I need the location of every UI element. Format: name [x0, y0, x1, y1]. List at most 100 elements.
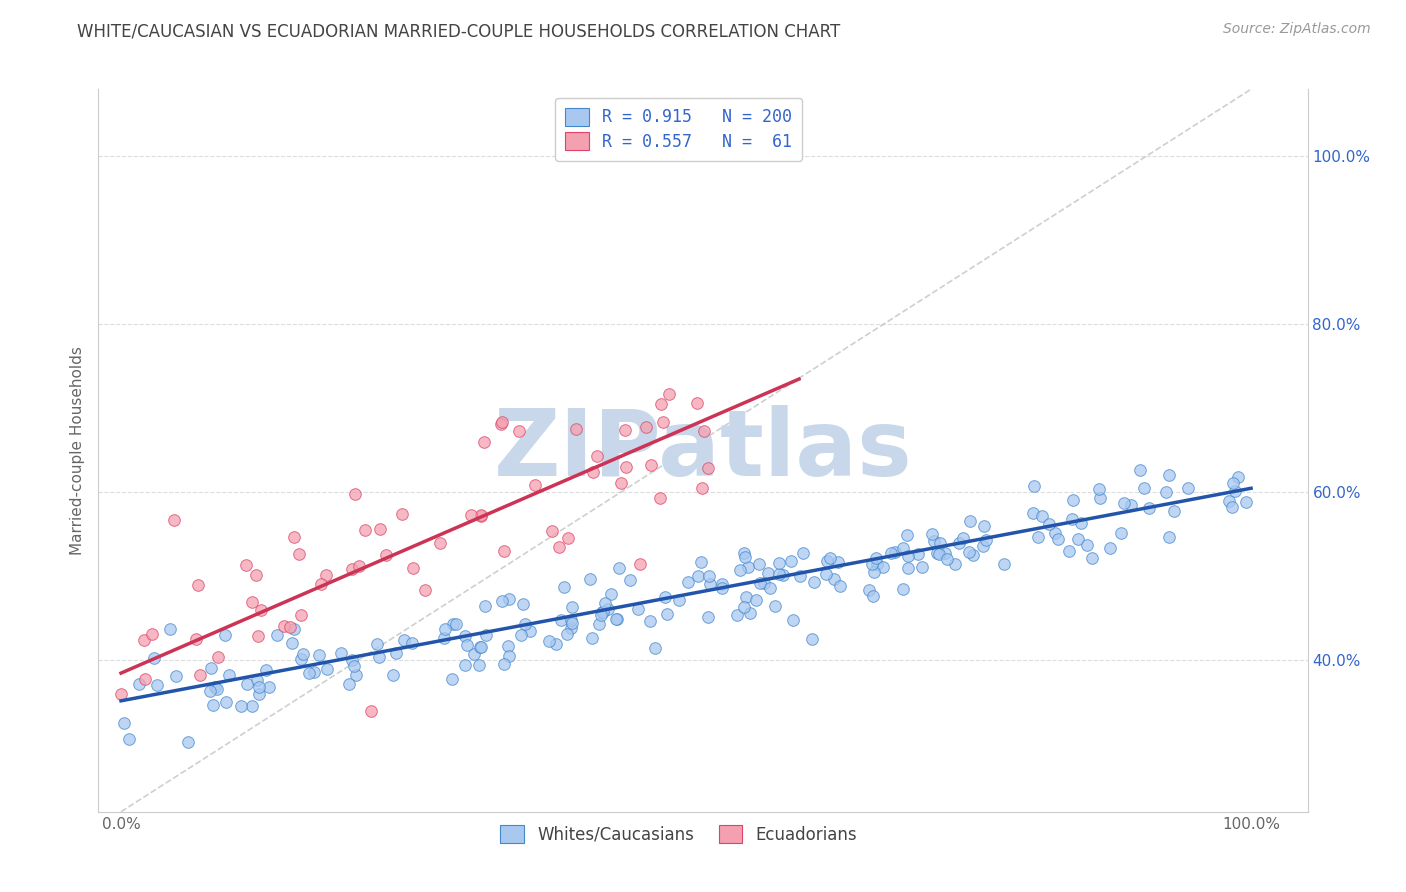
Point — [281, 636, 304, 650]
Point — [266, 628, 288, 642]
Point — [693, 424, 716, 438]
Point — [273, 619, 295, 633]
Point — [354, 523, 377, 537]
Point — [236, 677, 259, 691]
Point — [163, 513, 186, 527]
Point — [737, 560, 759, 574]
Point — [880, 546, 903, 560]
Point — [749, 575, 772, 590]
Point — [823, 572, 845, 586]
Point — [297, 666, 319, 681]
Point — [540, 524, 562, 538]
Point — [1088, 491, 1111, 505]
Point — [494, 543, 516, 558]
Point — [550, 613, 572, 627]
Point — [344, 668, 367, 682]
Point — [288, 547, 311, 561]
Point — [456, 638, 478, 652]
Point — [519, 624, 541, 638]
Point — [815, 566, 838, 581]
Point — [184, 632, 207, 647]
Point — [827, 555, 849, 569]
Point — [928, 535, 950, 549]
Point — [146, 678, 169, 692]
Point — [382, 668, 405, 682]
Point — [619, 574, 641, 588]
Point — [315, 568, 337, 582]
Point — [470, 508, 492, 522]
Point — [202, 698, 225, 713]
Point — [510, 628, 533, 642]
Point — [1111, 526, 1133, 541]
Point — [188, 668, 211, 682]
Point — [591, 605, 613, 619]
Point — [472, 435, 495, 450]
Point — [582, 465, 605, 479]
Point — [215, 695, 238, 709]
Point — [433, 622, 456, 636]
Point — [200, 684, 222, 698]
Point — [283, 530, 305, 544]
Point — [974, 533, 997, 547]
Point — [697, 568, 720, 582]
Point — [650, 397, 672, 411]
Legend: Whites/Caucasians, Ecuadorians: Whites/Caucasians, Ecuadorians — [491, 815, 868, 854]
Point — [143, 651, 166, 665]
Point — [229, 699, 252, 714]
Point — [440, 672, 463, 686]
Point — [636, 420, 658, 434]
Point — [290, 652, 312, 666]
Point — [1022, 506, 1045, 520]
Point — [596, 602, 619, 616]
Point — [728, 563, 751, 577]
Point — [711, 582, 734, 596]
Point — [1129, 463, 1152, 477]
Point — [710, 577, 733, 591]
Point — [972, 539, 994, 553]
Point — [921, 527, 943, 541]
Point — [957, 545, 980, 559]
Point — [654, 590, 676, 604]
Point — [110, 687, 132, 701]
Text: Source: ZipAtlas.com: Source: ZipAtlas.com — [1223, 22, 1371, 37]
Point — [934, 546, 956, 560]
Point — [928, 547, 950, 561]
Point — [922, 534, 945, 549]
Point — [866, 557, 889, 571]
Point — [578, 572, 600, 586]
Point — [392, 632, 415, 647]
Point — [588, 616, 610, 631]
Point — [652, 415, 675, 429]
Point — [200, 661, 222, 675]
Point — [735, 591, 758, 605]
Point — [897, 561, 920, 575]
Point — [883, 545, 905, 559]
Point — [891, 582, 914, 597]
Point — [491, 415, 513, 429]
Point — [290, 608, 312, 623]
Point — [586, 450, 609, 464]
Point — [740, 606, 762, 620]
Point — [498, 591, 520, 606]
Point — [555, 627, 578, 641]
Point — [304, 665, 326, 679]
Point — [460, 508, 482, 522]
Point — [454, 658, 477, 673]
Point — [329, 647, 352, 661]
Point — [370, 522, 392, 536]
Point — [1038, 517, 1060, 532]
Point — [589, 607, 612, 622]
Point — [610, 476, 633, 491]
Point — [214, 628, 236, 642]
Point — [240, 595, 263, 609]
Point — [1031, 509, 1053, 524]
Point — [1059, 543, 1081, 558]
Point — [948, 536, 970, 550]
Point — [655, 607, 678, 621]
Point — [368, 649, 391, 664]
Point — [648, 491, 671, 505]
Y-axis label: Married-couple Households: Married-couple Households — [69, 346, 84, 555]
Point — [118, 731, 141, 746]
Point — [340, 562, 363, 576]
Point — [1159, 530, 1181, 544]
